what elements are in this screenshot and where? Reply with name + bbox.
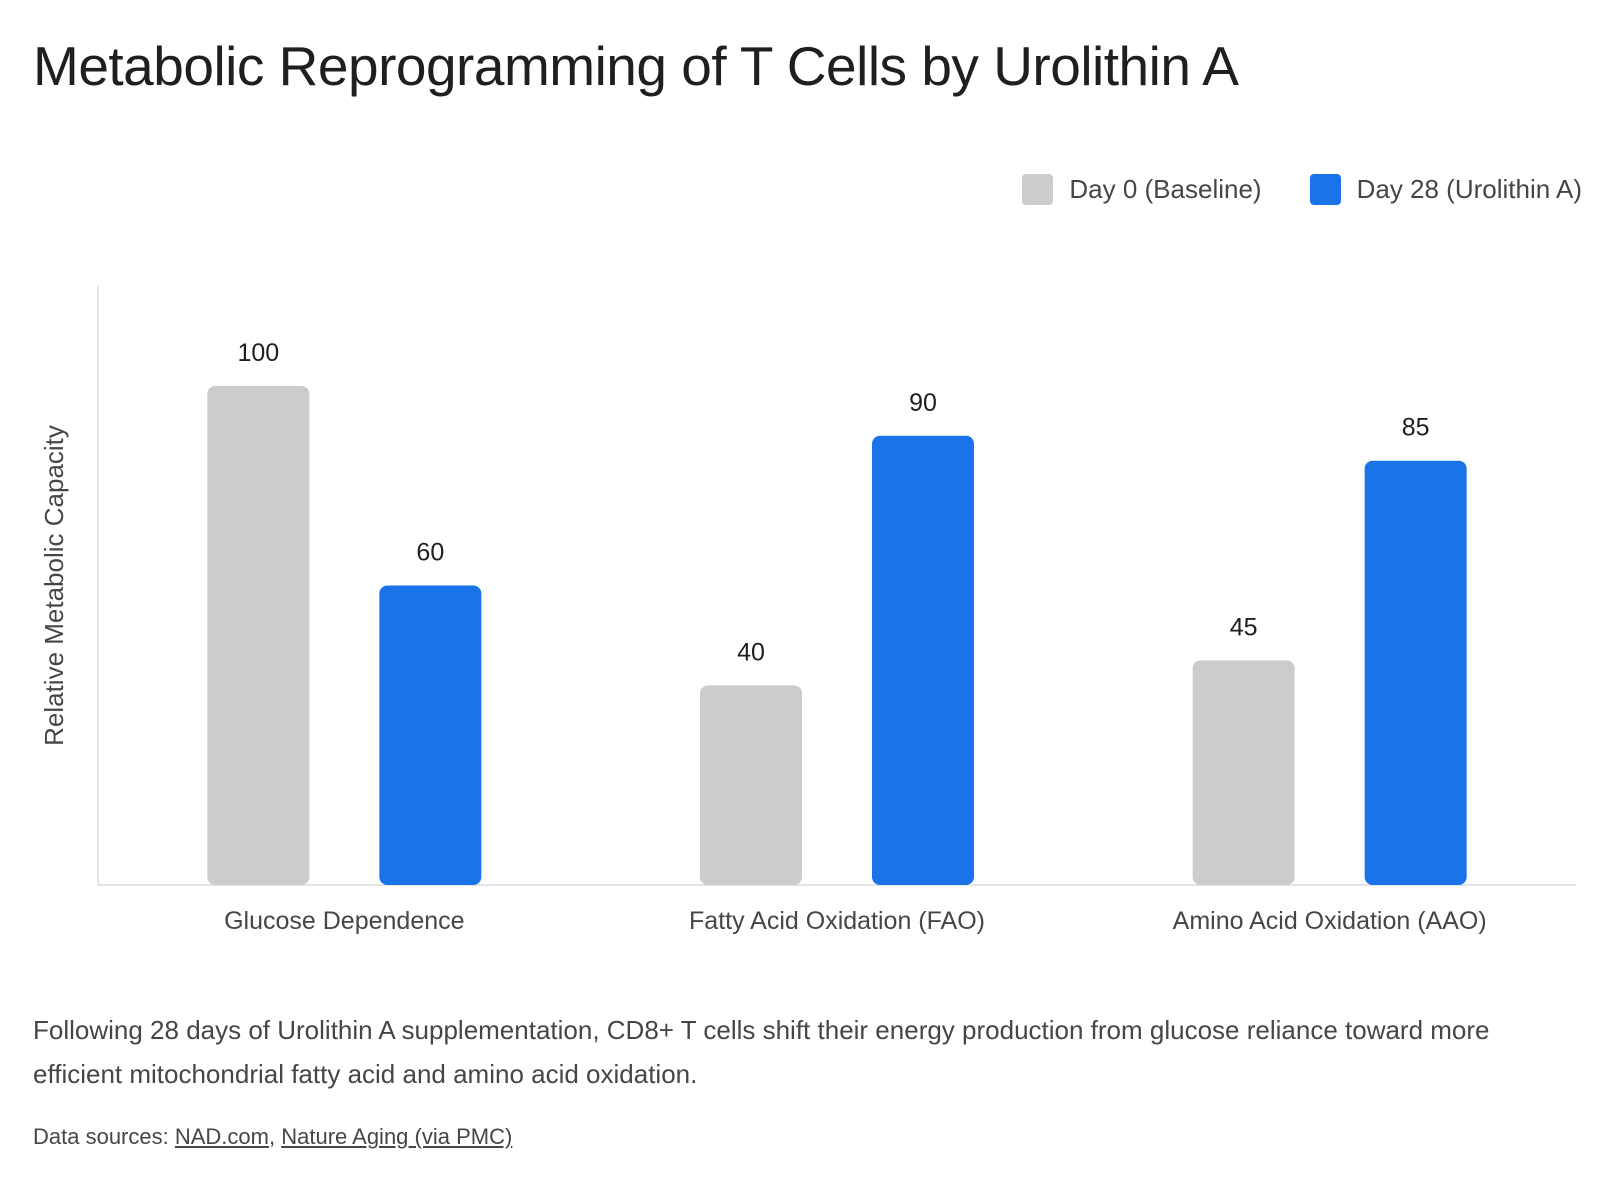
bar-day-28-urolithin-a-amino-acid-oxidation-aao	[1364, 460, 1467, 885]
x-tick-label-glucose-dependence: Glucose Dependence	[224, 907, 464, 935]
data-label-day-0-baseline-glucose-dependence: 100	[237, 339, 279, 367]
bar-day-28-urolithin-a-fatty-acid-oxidation-fao	[872, 435, 974, 885]
source-link-nature-aging[interactable]: Nature Aging (via PMC)	[281, 1124, 513, 1149]
x-tick-label-amino-acid-oxidation-aao: Amino Acid Oxidation (AAO)	[1173, 907, 1487, 935]
bar-day-0-baseline-glucose-dependence	[207, 385, 310, 885]
data-label-day-28-urolithin-a-amino-acid-oxidation-aao: 85	[1402, 414, 1430, 442]
data-label-day-0-baseline-amino-acid-oxidation-aao: 45	[1230, 613, 1258, 641]
source-link-nad[interactable]: NAD.com	[174, 1124, 269, 1149]
bar-day-28-urolithin-a-glucose-dependence	[379, 585, 482, 885]
legend-label-baseline: Day 0 (Baseline)	[1069, 174, 1262, 204]
x-tick-label-fatty-acid-oxidation-fao: Fatty Acid Oxidation (FAO)	[689, 907, 985, 935]
data-label-day-28-urolithin-a-glucose-dependence: 60	[416, 539, 444, 567]
sources-separator: ,	[268, 1124, 282, 1149]
bar-day-0-baseline-fatty-acid-oxidation-fao	[700, 685, 802, 885]
legend: Day 0 (Baseline) Day 28 (Urolithin A)	[1022, 174, 1582, 205]
legend-swatch-baseline	[1022, 174, 1054, 205]
bar-chart: Relative Metabolic Capacity 100 60 Glucose …	[39, 286, 1576, 935]
legend-swatch-urolithin	[1309, 174, 1341, 205]
chart-description: Following 28 days of Urolithin A supplem…	[33, 1015, 1490, 1089]
legend-item-baseline: Day 0 (Baseline)	[1022, 174, 1262, 205]
y-axis-label: Relative Metabolic Capacity	[39, 425, 69, 746]
legend-item-urolithin: Day 28 (Urolithin A)	[1309, 174, 1582, 205]
data-label-day-0-baseline-fatty-acid-oxidation-fao: 40	[737, 638, 765, 666]
bar-day-0-baseline-amino-acid-oxidation-aao	[1192, 660, 1295, 885]
sources-label: Data sources:	[33, 1124, 169, 1149]
legend-label-urolithin: Day 28 (Urolithin A)	[1356, 174, 1582, 204]
data-sources: Data sources: NAD.com, Nature Aging (via…	[33, 1124, 512, 1150]
data-label-day-28-urolithin-a-fatty-acid-oxidation-fao: 90	[909, 389, 937, 417]
chart-title: Metabolic Reprogramming of T Cells by Ur…	[33, 35, 1239, 97]
